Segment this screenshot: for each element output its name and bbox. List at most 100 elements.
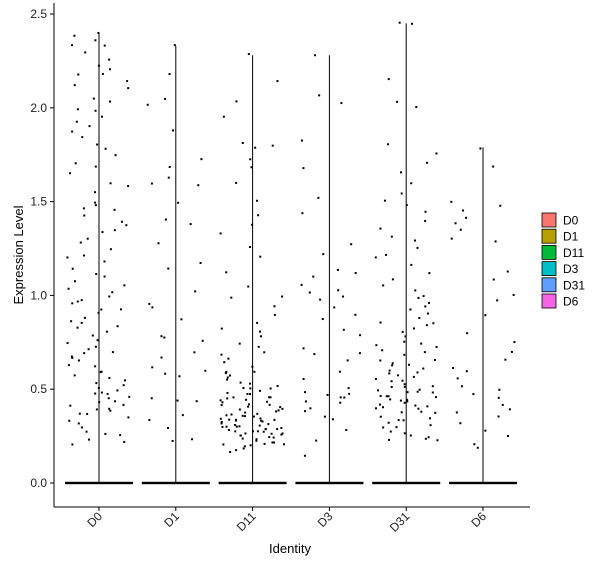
data-point [109, 409, 112, 412]
data-point [94, 109, 97, 112]
data-point [193, 351, 196, 354]
data-point [71, 44, 74, 47]
data-point [385, 253, 388, 256]
data-point [391, 278, 394, 281]
data-point [420, 342, 423, 345]
data-point [220, 422, 223, 425]
data-point [459, 228, 462, 231]
data-point [354, 313, 357, 316]
data-point [264, 428, 267, 431]
data-point [304, 391, 307, 394]
data-point [248, 246, 251, 249]
data-point [70, 320, 73, 323]
data-point [220, 327, 223, 330]
data-point [201, 339, 204, 342]
data-point [256, 430, 259, 433]
data-point [318, 94, 321, 97]
data-point [120, 220, 123, 223]
data-point [171, 129, 174, 132]
data-point [76, 326, 79, 329]
data-point [322, 253, 325, 256]
data-point [271, 144, 274, 147]
data-point [374, 407, 377, 410]
data-point [342, 295, 345, 298]
data-point [374, 256, 377, 259]
data-point [326, 393, 329, 396]
zero-value-band [372, 481, 441, 485]
violin-group-d6 [449, 147, 517, 485]
data-point [420, 410, 423, 413]
y-axis-title: Expression Level [11, 205, 26, 304]
legend-label: D0 [563, 214, 579, 228]
data-point [189, 223, 192, 226]
data-point [94, 39, 97, 42]
data-point [239, 381, 242, 384]
data-point [111, 291, 114, 294]
data-point [513, 341, 516, 344]
data-point [245, 398, 248, 401]
legend-label: D31 [563, 278, 585, 292]
data-point [116, 389, 119, 392]
data-point [450, 237, 453, 240]
x-tick-label: D11 [234, 509, 259, 534]
data-point [416, 246, 419, 249]
data-point [391, 364, 394, 367]
data-point [177, 201, 180, 204]
data-point [235, 181, 238, 184]
data-point [221, 401, 224, 404]
data-point [402, 419, 405, 422]
data-point [317, 196, 320, 199]
data-point [100, 308, 103, 311]
data-point [225, 425, 228, 428]
data-point [466, 332, 469, 335]
data-point [417, 407, 420, 410]
data-point [403, 401, 406, 404]
data-point [428, 272, 431, 275]
data-point [387, 78, 390, 81]
data-point [418, 388, 421, 391]
data-point [168, 166, 171, 169]
data-point [451, 366, 454, 369]
data-point [508, 408, 511, 411]
data-point [106, 392, 109, 395]
data-point [108, 376, 111, 379]
data-point [257, 345, 260, 348]
y-tick-label: 2.0 [30, 101, 47, 115]
data-point [108, 407, 111, 410]
data-point [403, 353, 406, 356]
data-point [337, 289, 340, 292]
data-point [71, 130, 74, 133]
data-point [358, 352, 361, 355]
data-point [479, 147, 482, 150]
data-point [268, 396, 271, 399]
data-point [405, 204, 408, 207]
data-point [382, 426, 385, 429]
data-point [429, 417, 432, 420]
data-point [342, 328, 345, 331]
data-point [108, 295, 111, 298]
data-point [281, 295, 284, 298]
data-point [343, 396, 346, 399]
data-point [219, 417, 222, 420]
data-point [127, 185, 130, 188]
data-point [235, 449, 238, 452]
data-point [348, 392, 351, 395]
data-point [339, 396, 342, 399]
data-point [300, 139, 303, 142]
violin-group-d1 [141, 44, 210, 485]
data-point [103, 275, 106, 278]
data-point [281, 432, 284, 435]
data-point [304, 410, 307, 413]
data-point [312, 275, 315, 278]
data-point [400, 192, 403, 195]
data-point [431, 391, 434, 394]
legend: D0 D1 D11 D3 D31 D6 [541, 212, 585, 309]
data-point [499, 204, 502, 207]
data-point [247, 285, 250, 288]
data-point [465, 216, 468, 219]
data-point [116, 325, 119, 328]
data-point [122, 403, 125, 406]
data-point [221, 425, 224, 428]
data-point [78, 412, 81, 415]
legend-label: D3 [563, 262, 579, 276]
